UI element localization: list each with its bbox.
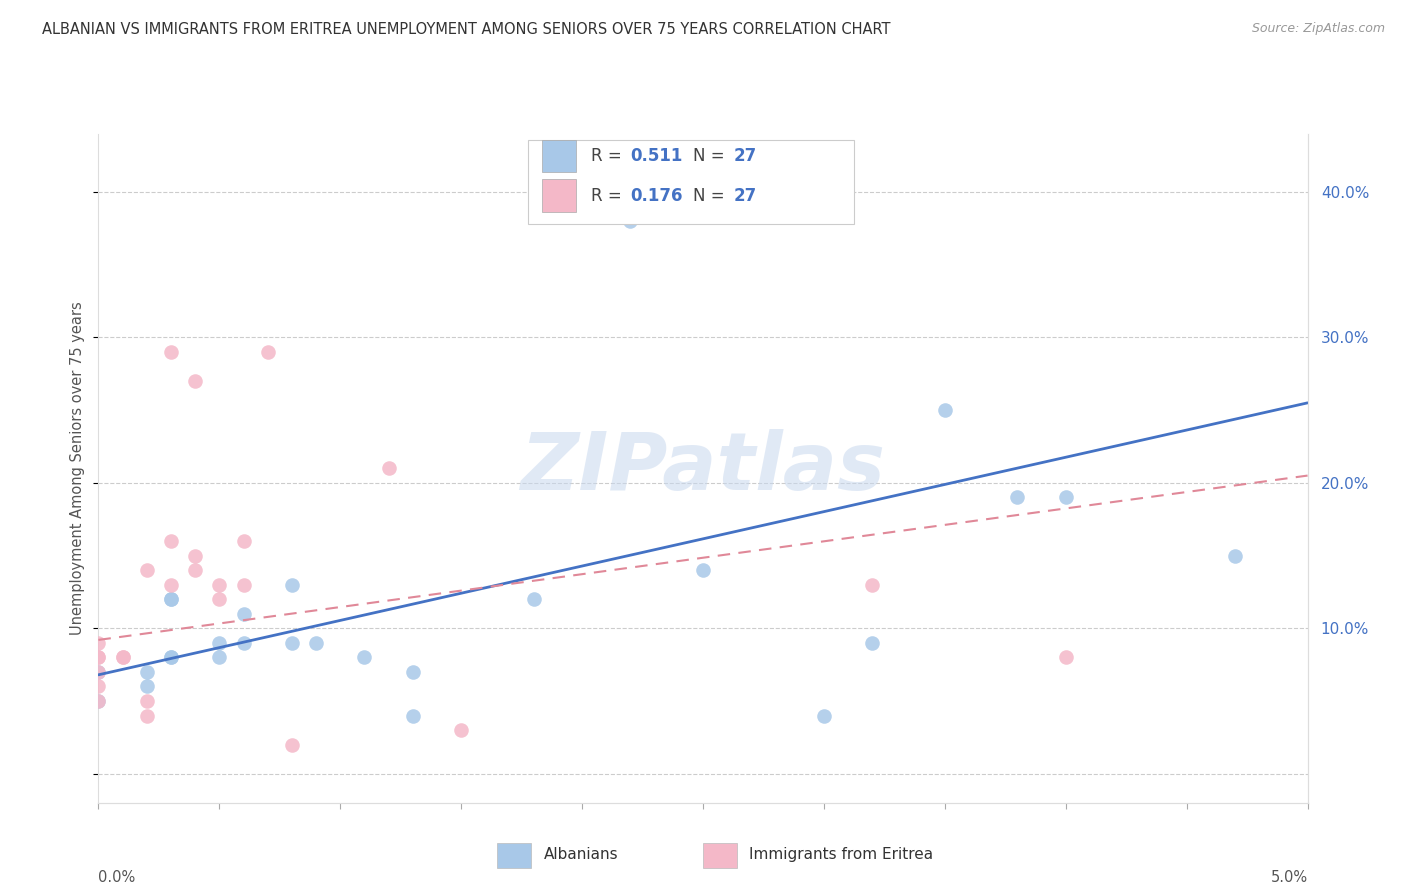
Text: N =: N = [693,186,730,204]
Point [208,650,231,665]
Point [87,694,110,708]
Point [160,592,183,607]
Point [281,636,304,650]
Text: ALBANIAN VS IMMIGRANTS FROM ERITREA UNEMPLOYMENT AMONG SENIORS OVER 75 YEARS COR: ALBANIAN VS IMMIGRANTS FROM ERITREA UNEM… [42,22,890,37]
Point [353,650,375,665]
Point [184,563,207,577]
Point [402,708,425,723]
Point [1007,491,1029,505]
Point [160,650,183,665]
Point [135,708,157,723]
Text: ZIPatlas: ZIPatlas [520,429,886,508]
Text: 0.511: 0.511 [630,147,683,165]
Point [1054,650,1077,665]
Point [87,665,110,679]
Point [232,636,254,650]
Point [160,650,183,665]
Text: Source: ZipAtlas.com: Source: ZipAtlas.com [1251,22,1385,36]
Point [111,650,134,665]
Point [232,534,254,549]
Point [135,694,157,708]
Point [232,577,254,591]
Point [305,636,328,650]
Point [281,577,304,591]
Point [208,592,231,607]
Point [87,694,110,708]
Point [135,665,157,679]
Point [860,636,883,650]
Point [692,563,714,577]
Text: N =: N = [693,147,730,165]
Point [87,650,110,665]
Point [87,636,110,650]
Point [135,563,157,577]
Point [87,665,110,679]
Point [208,636,231,650]
FancyBboxPatch shape [498,843,531,869]
Point [934,403,956,417]
Point [402,665,425,679]
FancyBboxPatch shape [543,140,576,172]
FancyBboxPatch shape [543,179,576,211]
Point [111,650,134,665]
Text: R =: R = [591,147,627,165]
FancyBboxPatch shape [527,141,855,224]
Point [184,549,207,563]
Point [232,607,254,621]
Point [135,680,157,694]
Text: Immigrants from Eritrea: Immigrants from Eritrea [749,847,934,863]
Point [160,592,183,607]
Point [208,577,231,591]
Point [450,723,472,737]
Point [860,577,883,591]
FancyBboxPatch shape [703,843,737,869]
Point [619,214,641,228]
Point [377,461,399,475]
Point [813,708,835,723]
Text: R =: R = [591,186,627,204]
Point [87,650,110,665]
Point [256,345,278,359]
Y-axis label: Unemployment Among Seniors over 75 years: Unemployment Among Seniors over 75 years [70,301,86,635]
Text: 0.176: 0.176 [630,186,683,204]
Point [160,345,183,359]
Point [1054,491,1077,505]
Point [1223,549,1246,563]
Text: 27: 27 [734,147,756,165]
Point [184,374,207,388]
Point [160,534,183,549]
Point [523,592,546,607]
Text: 27: 27 [734,186,756,204]
Text: 5.0%: 5.0% [1271,870,1308,885]
Text: Albanians: Albanians [543,847,619,863]
Point [160,577,183,591]
Point [87,680,110,694]
Point [281,738,304,752]
Text: 0.0%: 0.0% [98,870,135,885]
